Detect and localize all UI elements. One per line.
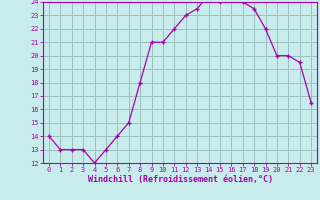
X-axis label: Windchill (Refroidissement éolien,°C): Windchill (Refroidissement éolien,°C): [87, 175, 273, 184]
